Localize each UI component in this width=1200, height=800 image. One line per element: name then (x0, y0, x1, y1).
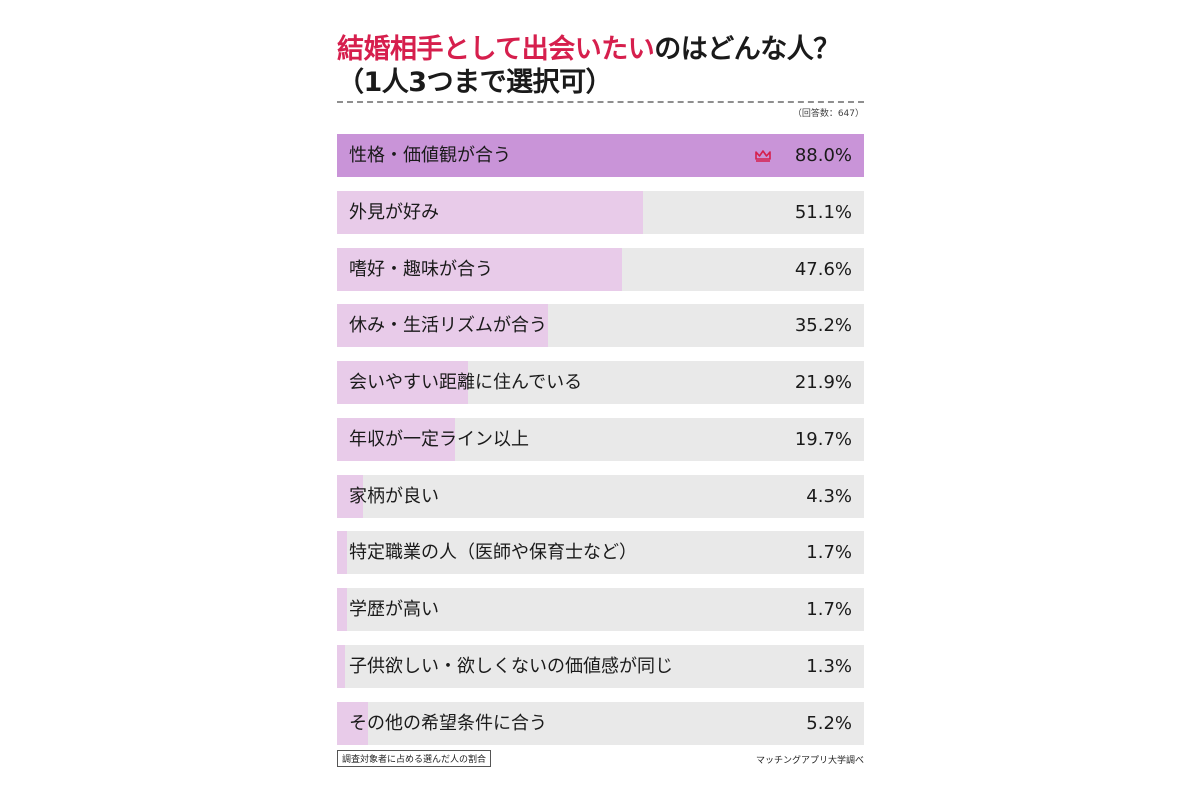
bar-value: 1.7% (806, 542, 852, 564)
footnote: 調査対象者に占める選んだ人の割合 (337, 750, 492, 767)
bar-label: 家柄が良い (349, 485, 439, 507)
title-line-2: （1人3つまで選択可） (337, 67, 613, 98)
bar (337, 588, 348, 631)
bar-row: 学歴が高い 1.7% (337, 588, 864, 631)
bar-value: 4.3% (806, 485, 852, 507)
bar-label: 年収が一定ライン以上 (349, 428, 529, 450)
bar-value: 47.6% (794, 258, 852, 280)
bar-label: 休み・生活リズムが合う (349, 315, 547, 337)
bar-row: 特定職業の人（医師や保育士など） 1.7% (337, 531, 864, 575)
bar-value: 1.3% (806, 655, 852, 677)
bar (337, 304, 548, 348)
bar (337, 531, 348, 575)
bar-row: 休み・生活リズムが合う 35.2% (337, 304, 864, 348)
bar-value: 88.0% (794, 145, 852, 166)
bar-row: 年収が一定ライン以上 19.7% (337, 417, 864, 461)
bar (337, 644, 345, 688)
bar-label: 子供欲しい・欲しくないの価値感が同じ (349, 655, 673, 677)
bar-row: 家柄が良い 4.3% (337, 474, 864, 518)
title-accent: 結婚相手として出会いたい (337, 34, 655, 65)
bar (337, 701, 369, 745)
bar-value: 21.9% (794, 372, 852, 393)
bar-value: 19.7% (794, 428, 852, 450)
bar-value: 5.2% (806, 712, 852, 734)
bar-label: 会いやすい距離に住んでいる (349, 372, 583, 393)
chart-title: 結婚相手として出会いたいのはどんな人？ （1人3つまで選択可） (337, 33, 867, 99)
respondents-count: （回答数：647） (792, 109, 864, 119)
bar-row: その他の希望条件に合う 5.2% (337, 701, 864, 745)
bar (337, 474, 363, 518)
bar-label: 嗜好・趣味が合う (349, 258, 493, 280)
title-line-1: 結婚相手として出会いたいのはどんな人？ (337, 33, 867, 66)
bar (337, 417, 455, 461)
bar (337, 361, 469, 404)
title-divider (337, 101, 864, 103)
bar-row: 嗜好・趣味が合う 47.6% (337, 247, 864, 291)
bar (337, 190, 644, 234)
bar-value: 51.1% (794, 201, 852, 223)
bar-row: 性格・価値観が合う 88.0% (337, 134, 864, 177)
bar-value: 35.2% (794, 315, 852, 337)
title-rest: のはどんな人？ (654, 34, 840, 65)
bar (337, 134, 864, 177)
bar-row: 子供欲しい・欲しくないの価値感が同じ 1.3% (337, 644, 864, 688)
bar-label: 学歴が高い (349, 599, 439, 620)
source-note: マッチングアプリ大学調べ (755, 756, 864, 766)
crown-icon (755, 150, 771, 162)
bar-row: 会いやすい距離に住んでいる 21.9% (337, 361, 864, 404)
bar-label: 外見が好み (349, 201, 439, 223)
bar-row: 外見が好み 51.1% (337, 190, 864, 234)
bar-value: 1.7% (806, 599, 852, 620)
bar-chart: 性格・価値観が合う 88.0% 外見が好み 51.1% 嗜好・趣味が合う 47.6% 休み・… (337, 134, 864, 758)
bar-label: その他の希望条件に合う (349, 712, 547, 734)
bar (337, 247, 623, 291)
bar-label: 性格・価値観が合う (349, 145, 511, 166)
bar-label: 特定職業の人（医師や保育士など） (349, 542, 637, 564)
